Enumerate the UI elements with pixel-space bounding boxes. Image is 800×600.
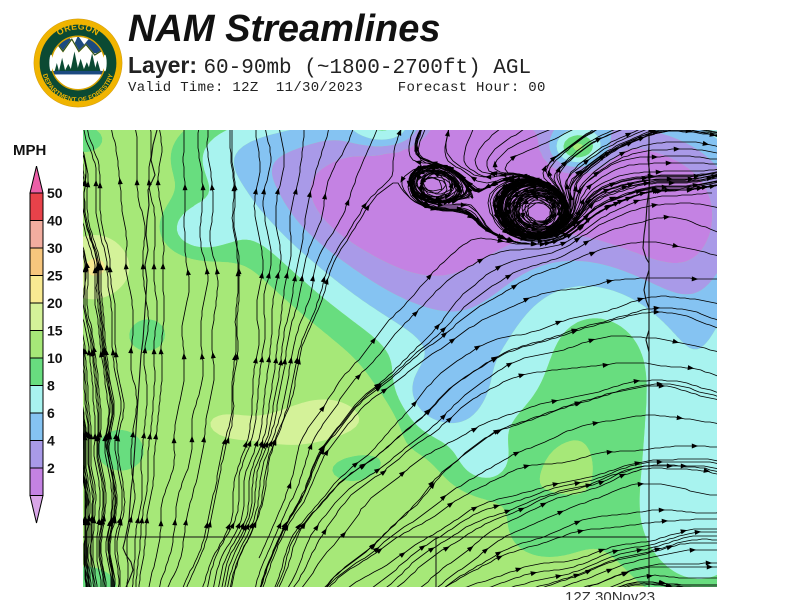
svg-text:10: 10 xyxy=(47,350,63,366)
svg-text:8: 8 xyxy=(47,378,55,394)
svg-text:15: 15 xyxy=(47,323,63,339)
svg-text:2: 2 xyxy=(47,460,55,476)
svg-text:30: 30 xyxy=(47,240,63,256)
svg-text:20: 20 xyxy=(47,295,63,311)
svg-text:6: 6 xyxy=(47,405,55,421)
svg-text:25: 25 xyxy=(47,268,63,284)
svg-text:4: 4 xyxy=(47,433,55,449)
svg-text:40: 40 xyxy=(47,213,63,229)
svg-text:50: 50 xyxy=(47,185,63,201)
